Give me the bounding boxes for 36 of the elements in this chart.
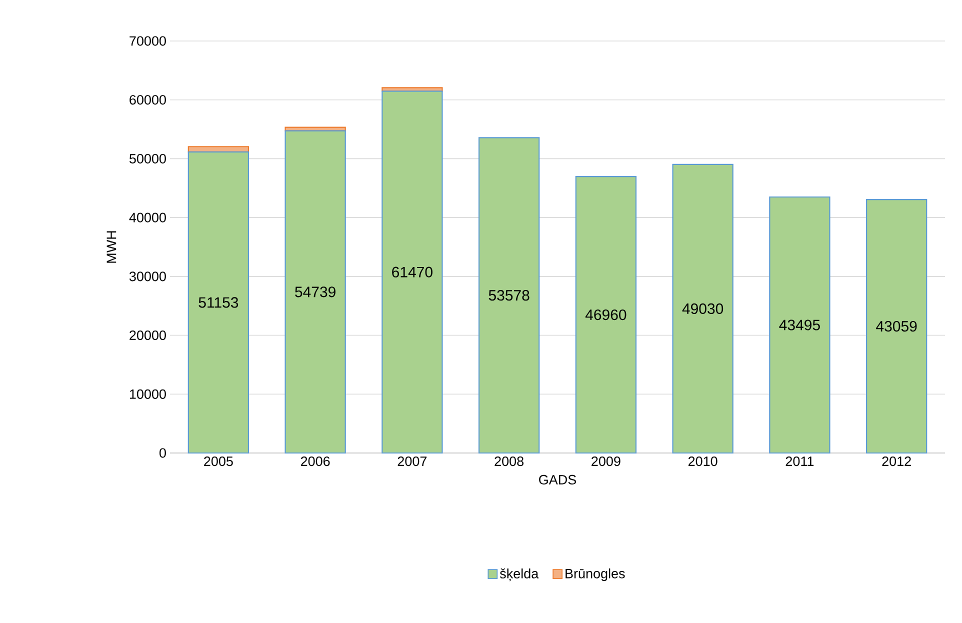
x-tick-label: 2007 — [398, 456, 427, 466]
legend-label: šķelda — [500, 568, 539, 582]
data-label: 51153 — [198, 297, 238, 308]
y-tick-label: 30000 — [129, 272, 166, 282]
y-tick-label: 0 — [160, 448, 166, 458]
x-tick-label: 2005 — [204, 456, 233, 466]
data-label: 46960 — [585, 309, 626, 320]
data-label: 61470 — [392, 266, 432, 278]
x-tick-label: 2010 — [688, 456, 718, 466]
bar — [382, 90, 443, 454]
bar — [672, 164, 734, 454]
legend-label: Brūnogles — [566, 568, 625, 582]
data-label: 43059 — [876, 320, 917, 332]
bar — [478, 137, 540, 454]
y-tick-label: 60000 — [130, 95, 166, 105]
bar — [284, 130, 346, 454]
x-axis-title: GADS — [539, 474, 576, 484]
x-tick-label: 2009 — [592, 456, 620, 466]
bar — [575, 176, 637, 454]
x-tick-label: 2008 — [494, 456, 524, 466]
data-label: 54739 — [295, 286, 336, 298]
y-axis-title: MWH — [106, 231, 116, 263]
data-label: 49030 — [682, 303, 724, 314]
y-tick-label: 40000 — [129, 212, 166, 222]
y-tick-label: 70000 — [130, 36, 166, 46]
y-tick-label: 10000 — [130, 389, 166, 399]
x-tick-label: 2012 — [882, 456, 911, 466]
x-tick-label: 2006 — [300, 456, 330, 466]
data-label: 53578 — [488, 290, 530, 301]
data-label: 43495 — [779, 320, 820, 330]
x-tick-label: 2011 — [786, 456, 814, 466]
bar — [188, 151, 250, 454]
bar — [866, 199, 928, 454]
bar — [769, 196, 830, 454]
y-tick-label: 50000 — [129, 154, 166, 164]
y-tick-label: 20000 — [130, 330, 166, 340]
